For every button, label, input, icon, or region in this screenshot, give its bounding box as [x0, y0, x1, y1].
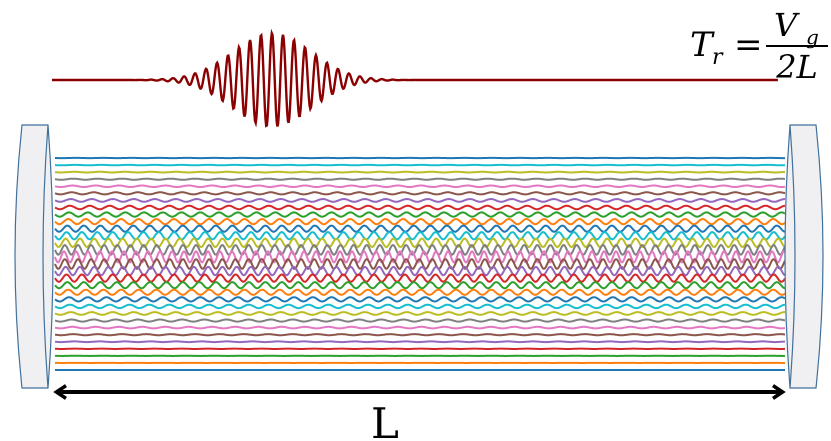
mode-wave — [54, 296, 786, 303]
pulse — [52, 28, 778, 128]
mode-wave — [54, 288, 786, 296]
mode-wave — [54, 325, 786, 330]
mode-wave — [54, 265, 786, 277]
mode-wave — [54, 333, 786, 337]
formula-lhs-sub: r — [712, 45, 724, 70]
mode-wave — [54, 273, 786, 283]
right-mirror-edge — [789, 124, 796, 389]
mode-wave — [54, 177, 786, 181]
mode-wave — [54, 311, 785, 316]
formula-equals: = — [734, 25, 763, 65]
mode-wave — [54, 303, 786, 310]
mode-wave — [54, 217, 786, 226]
mode-wave — [54, 231, 786, 241]
mode-wave — [54, 197, 786, 203]
right-mirror — [784, 124, 824, 389]
mode-wave — [54, 318, 786, 323]
length-label: L — [371, 399, 399, 441]
left-mirror — [14, 124, 54, 389]
mode-wave — [54, 340, 786, 344]
mode-wave — [54, 237, 786, 249]
formula-denominator: 2L — [775, 48, 818, 86]
mode-wave — [54, 184, 786, 188]
formula-numerator: V — [774, 6, 800, 44]
mode-wave — [54, 281, 786, 290]
formula-lhs: T — [690, 25, 715, 65]
cavity-modes — [54, 156, 786, 371]
left-mirror-edge — [42, 124, 49, 389]
mode-wave — [54, 170, 786, 174]
mode-wave — [54, 211, 786, 218]
mode-wave — [54, 191, 786, 196]
mode-wave — [54, 204, 786, 211]
formula-numerator-sub: g — [806, 25, 819, 49]
mode-wave — [54, 224, 786, 233]
